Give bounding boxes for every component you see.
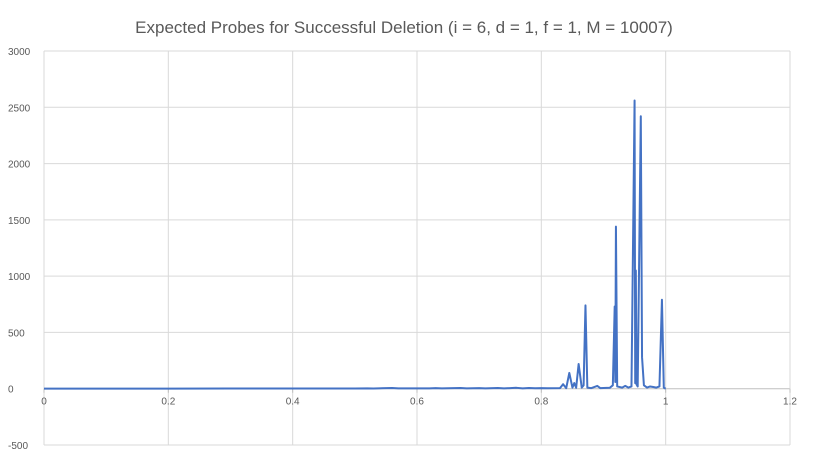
y-tick-label: 500 [8, 328, 25, 339]
y-tick-label: 2500 [8, 103, 31, 114]
chart-title: Expected Probes for Successful Deletion … [135, 18, 673, 37]
y-tick-label: 1500 [8, 216, 31, 227]
x-tick-label: 0 [41, 397, 47, 408]
series-line [43, 99, 667, 390]
y-tick-label: 3000 [8, 47, 31, 58]
x-tick-label: 1.2 [783, 397, 797, 408]
y-axis: -500 0 500 1000 1500 2000 2500 3000 [8, 47, 31, 452]
grid-layer [43, 50, 791, 446]
y-tick-label: 2000 [8, 160, 31, 171]
x-tick-label: 0.4 [286, 397, 300, 408]
y-tick-label: 0 [8, 385, 14, 396]
y-tick-label: 1000 [8, 272, 31, 283]
x-tick-label: 0.6 [410, 397, 424, 408]
plot-area [43, 99, 667, 390]
x-tick-label: 0.2 [161, 397, 175, 408]
x-axis: 0 0.2 0.4 0.6 0.8 1 1.2 [41, 397, 797, 408]
x-tick-label: 0.8 [534, 397, 548, 408]
x-tick-label: 1 [663, 397, 669, 408]
y-tick-label: -500 [8, 441, 28, 452]
